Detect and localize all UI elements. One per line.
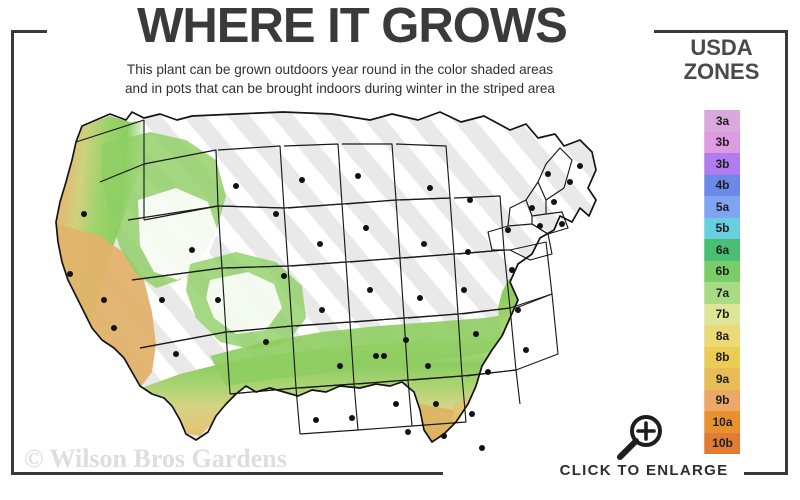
map-region-florida <box>452 396 490 442</box>
legend-swatch-8a-10[interactable]: 8a <box>704 325 740 347</box>
map-region-transition-belt <box>210 288 570 386</box>
page-subtitle: This plant can be grown outdoors year ro… <box>40 60 640 98</box>
legend-swatch-label: 10b <box>712 436 733 451</box>
frame-bracket-top-right <box>654 30 788 33</box>
map-country-outline <box>55 111 597 443</box>
legend-swatch-3b-1[interactable]: 3b <box>704 131 740 153</box>
legend-swatch-label: 6b <box>715 264 730 279</box>
legend-title-line-2: ZONES <box>683 59 760 84</box>
legend-swatch-label: 8b <box>715 350 730 365</box>
legend-swatch-6b-7[interactable]: 6b <box>704 260 740 282</box>
map-city-dots <box>67 163 583 451</box>
legend-swatch-list: 3a 3b 3b 4b 5a 5b 6a 6b 7a 7b 8a 8b 9a 9b 10a 10b <box>704 110 740 454</box>
legend-swatch-label: 10a <box>712 414 733 429</box>
legend-swatch-label: 8a <box>715 328 730 343</box>
magnifier-plus-icon[interactable] <box>612 414 668 460</box>
usda-hardiness-zone-map[interactable] <box>40 104 640 454</box>
legend-swatch-label: 9a <box>715 371 730 386</box>
frame-bracket-right <box>785 30 788 475</box>
legend-swatch-5b-5[interactable]: 5b <box>704 217 740 239</box>
legend-swatch-label: 5b <box>715 221 730 236</box>
watermark: © Wilson Bros Gardens <box>24 444 287 473</box>
legend-swatch-3b-2[interactable]: 3b <box>704 153 740 175</box>
legend-swatch-10b-15[interactable]: 10b <box>704 432 740 454</box>
legend-swatch-label: 3b <box>715 135 730 150</box>
legend-swatch-9b-13[interactable]: 9b <box>704 389 740 411</box>
legend-swatch-label: 9b <box>715 393 730 408</box>
map-region-gulf-coast <box>230 398 454 442</box>
legend-swatch-5a-4[interactable]: 5a <box>704 196 740 218</box>
frame-bracket-bottom-right <box>744 472 788 475</box>
legend-swatch-4b-3[interactable]: 4b <box>704 174 740 196</box>
legend-swatch-3a-0[interactable]: 3a <box>704 110 740 132</box>
legend-swatch-6a-6[interactable]: 6a <box>704 239 740 261</box>
click-to-enlarge-label[interactable]: CLICK TO ENLARGE <box>559 462 729 479</box>
legend-swatch-label: 3a <box>715 113 730 128</box>
legend-swatch-label: 7b <box>715 307 730 322</box>
subtitle-line-1: This plant can be grown outdoors year ro… <box>126 62 554 77</box>
frame-bracket-left <box>11 30 14 475</box>
subtitle-line-2: and in pots that can be brought indoors … <box>125 81 555 96</box>
map-state-borders <box>75 119 573 435</box>
usda-zones-legend: USDA ZONES 3a 3b 3b 4b 5a 5b 6a 6b 7a 7b 8a 8b 9a 9b 1… <box>655 36 788 454</box>
legend-swatch-label: 6a <box>715 242 730 257</box>
legend-swatch-10a-14[interactable]: 10a <box>704 411 740 433</box>
legend-swatch-label: 5a <box>715 199 730 214</box>
legend-title-line-1: USDA <box>690 35 753 60</box>
legend-swatch-label: 7a <box>715 285 730 300</box>
legend-swatch-9a-12[interactable]: 9a <box>704 368 740 390</box>
legend-swatch-7b-9[interactable]: 7b <box>704 303 740 325</box>
legend-swatch-7a-8[interactable]: 7a <box>704 282 740 304</box>
legend-swatch-label: 4b <box>715 178 730 193</box>
map-region-interior-west-cold <box>138 188 218 280</box>
legend-swatch-8b-11[interactable]: 8b <box>704 346 740 368</box>
frame-bracket-bottom <box>11 472 443 475</box>
frame-bracket-top-left <box>11 30 47 33</box>
legend-swatch-label: 3b <box>715 156 730 171</box>
page-title: WHERE IT GROWS <box>137 0 568 53</box>
legend-title: USDA ZONES <box>655 36 788 84</box>
map-region-south-texas <box>230 400 272 442</box>
